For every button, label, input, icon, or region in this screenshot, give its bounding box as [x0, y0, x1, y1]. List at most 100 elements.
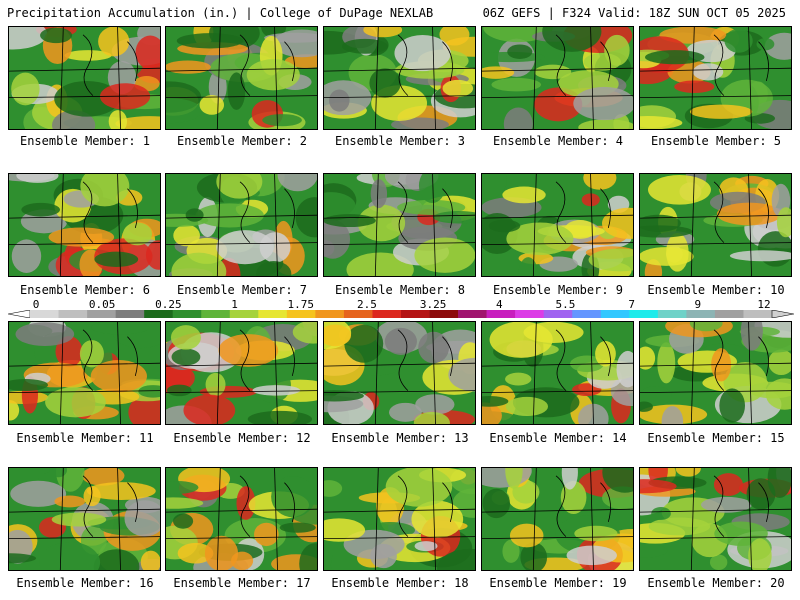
scale-tick-label: 9: [694, 298, 702, 311]
scale-swatch: [144, 310, 173, 318]
scale-tick-label: 7: [628, 298, 635, 311]
chart-title: Precipitation Accumulation (in.) | Colle…: [7, 6, 434, 20]
ensemble-member-label: Ensemble Member: 18: [331, 576, 469, 590]
scale-swatch: [629, 310, 659, 318]
ensemble-member-label: Ensemble Member: 7: [176, 283, 308, 297]
ensemble-member-label: Ensemble Member: 2: [176, 134, 308, 148]
scale-tick-label: 5.5: [555, 298, 576, 311]
scale-tick-label: 0: [32, 298, 40, 311]
precip-field-map: [324, 174, 475, 276]
ensemble-map-panel: [8, 26, 161, 130]
color-scale-bar: [8, 310, 794, 318]
ensemble-map-panel: [8, 467, 161, 571]
ensemble-member-label: Ensemble Member: 6: [19, 283, 151, 297]
scale-swatch: [572, 310, 602, 318]
precip-field-map: [482, 468, 633, 570]
precip-field-map: [9, 174, 160, 276]
scale-swatch: [172, 310, 202, 318]
ensemble-map-panel: [8, 173, 161, 277]
ensemble-map-panel: [639, 173, 792, 277]
precip-field-map: [640, 174, 791, 276]
ensemble-member-label: Ensemble Member: 17: [173, 576, 311, 590]
ensemble-map-panel: [481, 173, 634, 277]
ensemble-map-panel: [639, 467, 792, 571]
ensemble-member-label: Ensemble Member: 1: [19, 134, 151, 148]
ensemble-member-label: Ensemble Member: 3: [334, 134, 466, 148]
precip-field-map: [324, 27, 475, 129]
color-scale: 0 0.05 0.25 1 1.75 2.5 3.25 4 5.5 7 9 12: [8, 298, 794, 320]
ensemble-member-label: Ensemble Member: 10: [647, 283, 785, 297]
precip-field-map: [324, 468, 475, 570]
scale-tick-label: 4: [495, 298, 503, 311]
scale-swatch: [686, 310, 716, 318]
scale-swatch: [401, 310, 430, 318]
scale-swatch: [115, 310, 145, 318]
ensemble-member-label: Ensemble Member: 16: [16, 576, 154, 590]
ensemble-map-panel: [481, 321, 634, 425]
ensemble-member-label: Ensemble Member: 15: [647, 431, 785, 445]
ensemble-map-panel: [323, 467, 476, 571]
scale-swatch: [543, 310, 573, 318]
scale-swatch: [600, 310, 630, 318]
scale-swatch: [372, 310, 402, 318]
scale-swatch: [201, 310, 231, 318]
scale-swatch: [229, 310, 259, 318]
ensemble-member-label: Ensemble Member: 12: [173, 431, 311, 445]
ensemble-member-label: Ensemble Member: 8: [334, 283, 466, 297]
precip-field-map: [166, 322, 317, 424]
precip-field-map: [324, 322, 475, 424]
ensemble-map-panel: [165, 173, 318, 277]
scale-tick-label: 0.05: [88, 298, 116, 311]
precip-field-map: [9, 322, 160, 424]
ensemble-map-panel: [481, 26, 634, 130]
scale-swatch: [458, 310, 487, 318]
scale-tick-label: 0.25: [155, 298, 182, 311]
precip-field-map: [166, 468, 317, 570]
precip-field-map: [482, 174, 633, 276]
ensemble-member-label: Ensemble Member: 14: [489, 431, 627, 445]
precip-field-map: [640, 322, 791, 424]
precip-field-map: [482, 27, 633, 129]
scale-tick-label: 1.75: [287, 298, 314, 311]
ensemble-member-label: Ensemble Member: 20: [647, 576, 785, 590]
ensemble-map-panel: [8, 321, 161, 425]
ensemble-member-label: Ensemble Member: 19: [489, 576, 627, 590]
ensemble-member-label: Ensemble Member: 9: [492, 283, 624, 297]
ensemble-map-panel: [165, 321, 318, 425]
scale-swatch: [286, 310, 316, 318]
precip-field-map: [166, 27, 317, 129]
scale-swatch: [743, 310, 773, 318]
scale-tick-label: 3.25: [419, 298, 447, 311]
ensemble-map-panel: [323, 173, 476, 277]
model-run-info: 06Z GEFS | F324 Valid: 18Z SUN OCT 05 20…: [482, 6, 786, 20]
precip-field-map: [9, 27, 160, 129]
ensemble-map-panel: [323, 26, 476, 130]
precip-field-map: [166, 174, 317, 276]
ensemble-map-panel: [165, 26, 318, 130]
scale-min-arrow: [8, 310, 31, 318]
ensemble-map-panel: [639, 26, 792, 130]
scale-max-arrow: [771, 310, 794, 318]
precip-field-map: [9, 468, 160, 570]
scale-swatch: [343, 310, 373, 318]
ensemble-map-panel: [323, 321, 476, 425]
scale-tick-label: 1: [231, 298, 238, 311]
scale-swatch: [657, 310, 687, 318]
scale-tick-label: 2.5: [356, 298, 377, 311]
scale-swatch: [58, 310, 88, 318]
ensemble-member-label: Ensemble Member: 13: [331, 431, 469, 445]
ensemble-member-label: Ensemble Member: 5: [650, 134, 782, 148]
ensemble-map-panel: [639, 321, 792, 425]
ensemble-map-panel: [165, 467, 318, 571]
ensemble-map-panel: [481, 467, 634, 571]
scale-swatch: [258, 310, 288, 318]
scale-swatch: [429, 310, 459, 318]
scale-swatch: [87, 310, 116, 318]
precip-field-map: [640, 468, 791, 570]
scale-swatch: [30, 310, 59, 318]
scale-tick-label: 12: [757, 298, 771, 311]
precip-field-map: [482, 322, 633, 424]
scale-swatch: [486, 310, 516, 318]
precip-field-map: [640, 27, 791, 129]
scale-swatch: [515, 310, 544, 318]
